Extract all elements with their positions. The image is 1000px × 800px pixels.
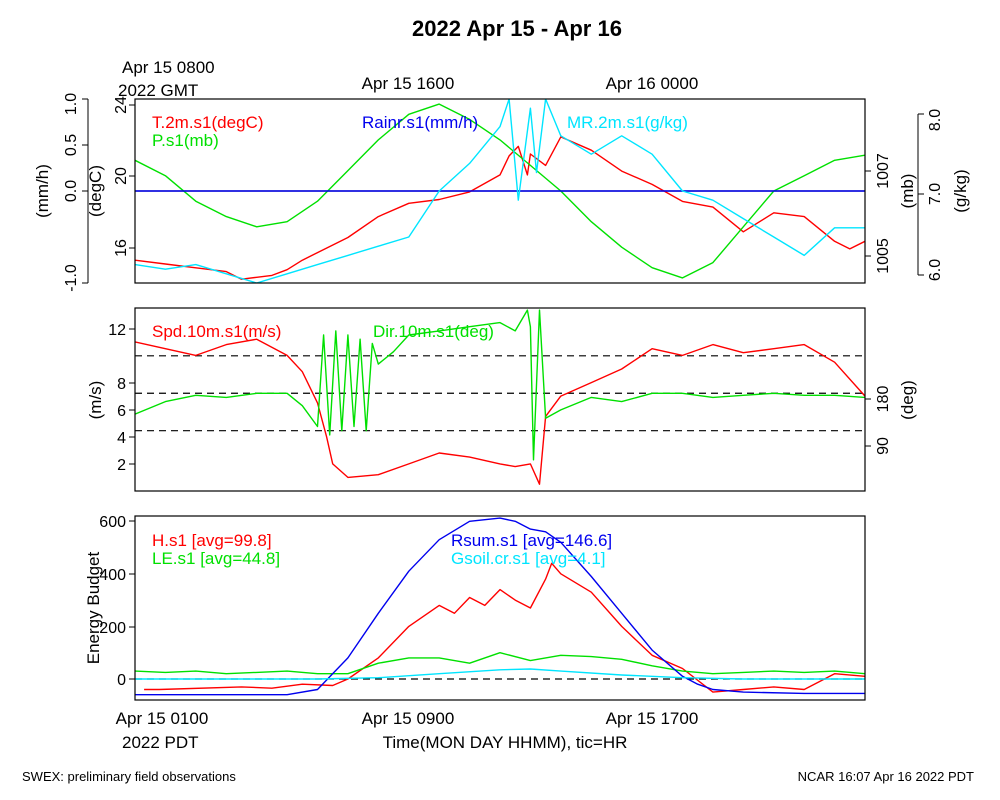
legend-sensible-heat: H.s1 [avg=99.8] [152, 531, 272, 550]
thermo-plot-area [135, 99, 865, 283]
legend-net-radiation: Rsum.s1 [avg=146.6] [451, 531, 612, 550]
rain-tick-label: 0.5 [63, 134, 80, 156]
mr-series-line [135, 99, 865, 283]
bottom-axis-label-3: Apr 15 1700 [606, 709, 699, 728]
energy-panel: 600 400 200 0 Energy Budget H.s1 [avg=99… [84, 514, 866, 701]
bottom-axis-sub-label: 2022 PDT [122, 733, 199, 752]
energy-panel-frame [134, 515, 866, 701]
wind-panel: 12 8 6 4 2 (m/s) 180 90 (deg) Spd.10m.s1… [86, 307, 917, 492]
legend-mixing-ratio: MR.2m.s1(g/kg) [567, 113, 688, 132]
thermo-panel-frame [134, 98, 866, 284]
pres-axis-label: (mb) [898, 174, 917, 209]
temp-axis-label: (degC) [86, 165, 105, 217]
mr-tick-label: 6.0 [927, 259, 944, 281]
rain-tick-label: -1.0 [63, 264, 80, 292]
footer-right: NCAR 16:07 Apr 16 2022 PDT [798, 769, 974, 784]
dir-tick-label: 90 [875, 437, 892, 455]
spd-tick-label: 4 [117, 430, 126, 447]
rain-tick-label: 1.0 [63, 93, 80, 115]
pres-tick-label: 1007 [875, 153, 892, 189]
mr-tick-label: 7.0 [927, 183, 944, 205]
wind-plot-area [135, 309, 865, 485]
spd-tick-label: 6 [117, 403, 126, 420]
thermo-panel: 1.0 0.5 0.0 -1.0 (mm/h) 24 20 16 (degC) … [33, 93, 970, 292]
legend-latent-heat: LE.s1 [avg=44.8] [152, 549, 280, 568]
mr-tick-label: 8.0 [927, 109, 944, 131]
spd-axis-label: (m/s) [86, 381, 105, 420]
legend-soil-heat: Gsoil.cr.s1 [avg=4.1] [451, 549, 606, 568]
p-series-line [135, 103, 865, 279]
rsum-series-line [135, 517, 865, 696]
top-axis-label-2: Apr 15 1600 [362, 74, 455, 93]
top-axis-label-3: Apr 16 0000 [606, 74, 699, 93]
t-series-line [135, 136, 865, 280]
gsoil-series-line [135, 668, 865, 680]
top-axis-label-1: Apr 15 0800 [122, 58, 215, 77]
top-axis-sub-label: 2022 GMT [118, 81, 198, 100]
spd-tick-label: 12 [108, 322, 126, 339]
energy-axis-label: Energy Budget [84, 551, 103, 664]
footer-left: SWEX: preliminary field observations [22, 769, 236, 784]
mr-axis-label: (g/kg) [951, 169, 970, 212]
pres-tick-label: 1005 [875, 238, 892, 274]
legend-wind-speed: Spd.10m.s1(m/s) [152, 322, 281, 341]
energy-tick-label: 400 [99, 567, 126, 584]
le-series-line [135, 652, 865, 675]
spd-tick-label: 8 [117, 376, 126, 393]
spd-series-line [135, 338, 865, 485]
dir-series-line [135, 309, 865, 461]
chart-title: 2022 Apr 15 - Apr 16 [412, 16, 622, 41]
legend-temperature: T.2m.s1(degC) [152, 113, 263, 132]
legend-wind-direction: Dir.10m.s1(deg) [373, 322, 494, 341]
bottom-axis-label-1: Apr 15 0100 [116, 709, 209, 728]
legend-rain-rate: Rainr.s1(mm/h) [362, 113, 478, 132]
x-axis-title: Time(MON DAY HHMM), tic=HR [383, 733, 628, 752]
energy-tick-label: 600 [99, 514, 126, 531]
energy-plot-area [135, 517, 865, 696]
bottom-axis-label-2: Apr 15 0900 [362, 709, 455, 728]
temp-tick-label: 20 [113, 167, 130, 185]
temp-tick-label: 24 [113, 96, 130, 114]
energy-tick-label: 200 [99, 620, 126, 637]
dir-axis-label: (deg) [898, 380, 917, 420]
dir-tick-label: 180 [875, 386, 892, 413]
temp-tick-label: 16 [113, 239, 130, 257]
rain-tick-label: 0.0 [63, 180, 80, 202]
energy-tick-label: 0 [117, 672, 126, 689]
spd-tick-label: 2 [117, 457, 126, 474]
rain-axis-label: (mm/h) [33, 164, 52, 218]
legend-pressure: P.s1(mb) [152, 131, 219, 150]
